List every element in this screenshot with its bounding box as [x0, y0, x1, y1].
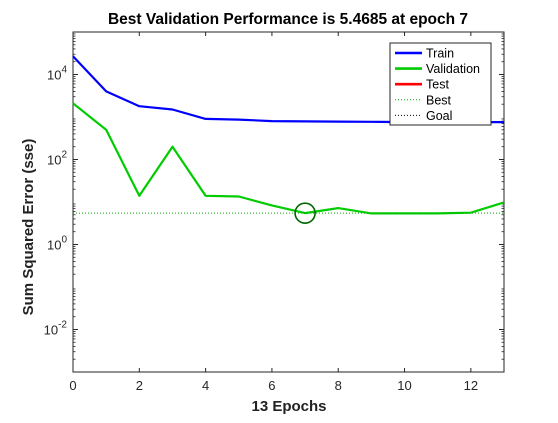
x-tick-label: 10 — [397, 378, 411, 393]
y-axis-label: Sum Squared Error (sse) — [20, 139, 37, 316]
x-axis-label: 13 Epochs — [251, 398, 326, 415]
y-tick-label: 102 — [47, 150, 67, 168]
x-tick-label: 0 — [69, 378, 76, 393]
legend-label-validation: Validation — [426, 62, 480, 76]
series-validation-line — [72, 102, 505, 215]
y-tick-label: 10-2 — [44, 320, 68, 338]
x-tick-label: 8 — [335, 378, 342, 393]
x-tick-label: 4 — [202, 378, 209, 393]
legend-label-train: Train — [426, 47, 454, 61]
y-tick-label: 100 — [47, 235, 67, 253]
legend-label-test: Test — [426, 78, 449, 92]
chart-title: Best Validation Performance is 5.4685 at… — [108, 11, 468, 28]
x-tick-label: 6 — [268, 378, 275, 393]
y-tick-label: 104 — [47, 65, 67, 83]
axes-box — [72, 31, 505, 373]
legend-label-best: Best — [426, 93, 452, 107]
x-tick-label: 12 — [464, 378, 478, 393]
best-epoch-marker — [294, 202, 316, 224]
legend-label-goal: Goal — [426, 109, 452, 123]
x-tick-label: 2 — [136, 378, 143, 393]
